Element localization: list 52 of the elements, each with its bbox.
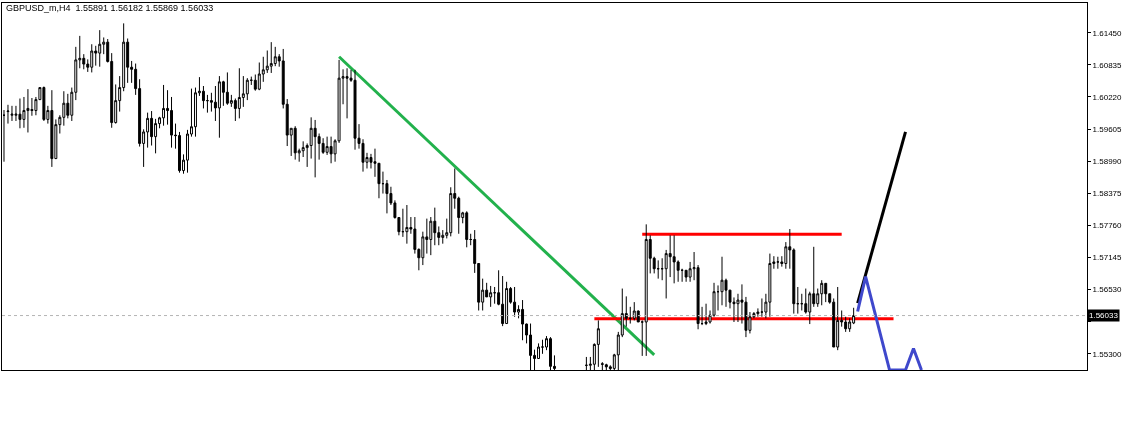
candlestick	[800, 293, 804, 311]
candlestick	[596, 319, 600, 368]
candlestick	[217, 75, 221, 139]
y-tick-label: 1.57760	[1092, 221, 1123, 231]
candlestick	[489, 285, 493, 308]
candlestick	[405, 204, 409, 245]
candlestick	[10, 105, 14, 122]
candlestick	[796, 286, 800, 315]
candlestick	[824, 282, 828, 303]
candlestick	[704, 303, 708, 326]
chart-title: GBPUSD_m,H4 1.55891 1.56182 1.55869 1.56033	[6, 3, 214, 14]
y-tick-label: 1.58990	[1092, 156, 1123, 166]
candlestick	[50, 89, 54, 168]
candlestick	[720, 256, 724, 306]
candlestick	[42, 86, 46, 122]
ref-line-label: 1.56033	[1089, 311, 1119, 320]
candlestick	[269, 41, 273, 74]
candlestick	[237, 67, 241, 119]
candlestick	[162, 84, 166, 127]
y-tick-label: 1.55300	[1092, 349, 1123, 359]
candlestick	[329, 136, 333, 164]
y-tick-label: 1.60835	[1092, 60, 1123, 70]
candlestick	[760, 297, 764, 318]
candlestick	[644, 223, 648, 357]
candlestick	[465, 210, 469, 248]
candlestick	[521, 299, 525, 341]
candlestick	[90, 43, 94, 73]
y-tick-label: 1.59605	[1092, 124, 1123, 134]
candlestick	[632, 301, 636, 321]
candlestick	[26, 88, 30, 133]
candlestick	[353, 69, 357, 151]
candlestick	[345, 67, 349, 119]
y-tick-label: 1.57145	[1092, 253, 1123, 263]
candlestick	[836, 286, 840, 351]
candlestick	[225, 71, 229, 106]
line-series	[856, 275, 923, 370]
candlestick	[313, 119, 317, 178]
candlestick	[98, 29, 102, 68]
candlestick	[541, 339, 544, 355]
y-tick-label: 1.61450	[1092, 28, 1123, 38]
candlestick	[513, 286, 517, 318]
y-tick-label: 1.56530	[1092, 285, 1123, 295]
candlestick	[672, 234, 676, 284]
candlestick	[776, 256, 780, 270]
candlestick	[293, 125, 297, 161]
candlestick	[768, 253, 772, 318]
y-tick-label: 1.60220	[1092, 92, 1123, 102]
candlestick	[18, 98, 22, 129]
candlestick	[660, 257, 664, 281]
candlestick	[820, 279, 824, 306]
y-tick-label: 1.58375	[1092, 189, 1123, 199]
candlestick	[656, 259, 660, 280]
